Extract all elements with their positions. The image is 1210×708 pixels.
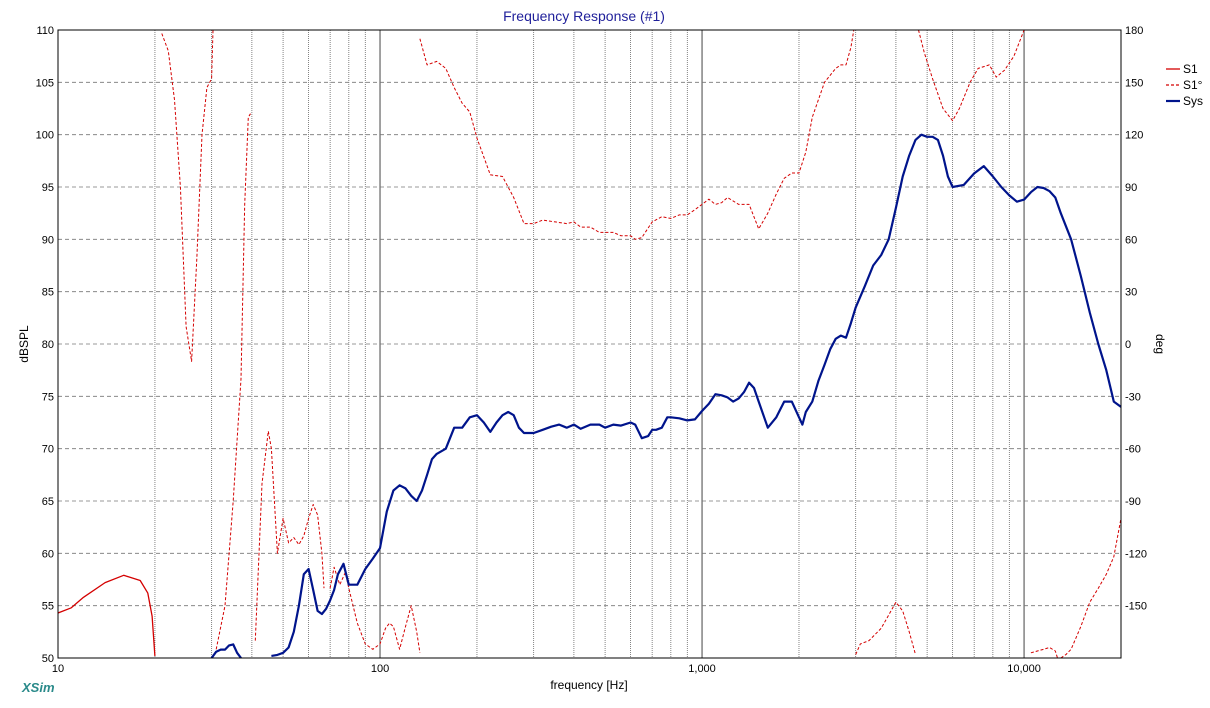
- series-s1-phase-line: [918, 30, 1025, 122]
- series-layer: [58, 30, 1121, 658]
- y2-tick-label: 150: [1125, 77, 1143, 89]
- series-s1-phase-line: [161, 30, 214, 362]
- series-sys-line: [271, 133, 1121, 657]
- y-tick-label: 70: [42, 444, 54, 456]
- y-tick-label: 80: [42, 339, 54, 351]
- y-gridlines: [58, 81, 1121, 607]
- legend: S1 S1° Sys: [1166, 62, 1203, 108]
- xsim-brand-logo: XSim: [21, 680, 55, 695]
- y2-tick-label: -120: [1125, 548, 1147, 560]
- y2-tick-label: 60: [1125, 234, 1137, 246]
- y2-tick-label: -60: [1125, 444, 1141, 456]
- x-axis-label: frequency [Hz]: [550, 678, 627, 692]
- y2-tick-label: 90: [1125, 182, 1137, 194]
- series-s1-line: [58, 574, 156, 656]
- series-s1-phase-line: [254, 430, 325, 641]
- y-axis-ticks-right: 180 150 120 90 60 30 0 -30 -60 -90 -120 -150: [1125, 25, 1147, 613]
- legend-label: S1°: [1183, 78, 1203, 92]
- y2-tick-label: 180: [1125, 25, 1143, 37]
- y-tick-label: 95: [42, 182, 54, 194]
- y2-tick-label: 30: [1125, 287, 1137, 299]
- series-s1-phase-line: [1030, 647, 1058, 658]
- x-tick-label: 100: [371, 663, 389, 675]
- y-tick-label: 75: [42, 391, 54, 403]
- y2-tick-label: -90: [1125, 496, 1141, 508]
- legend-label: Sys: [1183, 94, 1203, 108]
- series-sys-line: [210, 643, 242, 658]
- y-tick-label: 60: [42, 548, 54, 560]
- y-axis-ticks-left: 50 55 60 65 70 75 80 85 90 95 100 105 110: [36, 25, 54, 665]
- x-tick-label: 1,000: [688, 663, 716, 675]
- y-axis-label: dBSPL: [17, 325, 31, 363]
- y2-tick-label: -150: [1125, 601, 1147, 613]
- y2-axis-label: deg: [1153, 334, 1167, 354]
- y-tick-label: 55: [42, 601, 54, 613]
- chart-title: Frequency Response (#1): [503, 8, 665, 24]
- series-s1-phase-line: [329, 566, 421, 653]
- y-tick-label: 85: [42, 287, 54, 299]
- y2-tick-label: 120: [1125, 130, 1143, 142]
- y2-tick-label: 0: [1125, 339, 1131, 351]
- y-tick-label: 50: [42, 653, 54, 665]
- y-tick-label: 100: [36, 130, 54, 142]
- x-tick-label: 10: [52, 663, 64, 675]
- y-tick-label: 105: [36, 77, 54, 89]
- series-s1-phase-line: [419, 30, 855, 240]
- y-tick-label: 110: [36, 25, 54, 37]
- y-tick-label: 65: [42, 496, 54, 508]
- series-s1-phase-line: [855, 601, 916, 655]
- x-axis-ticks: 10 100 1,000 10,000: [52, 663, 1041, 675]
- y2-tick-label: -30: [1125, 391, 1141, 403]
- series-s1-phase-line: [215, 113, 251, 650]
- legend-label: S1: [1183, 62, 1198, 76]
- x-tick-label: 10,000: [1007, 663, 1041, 675]
- y-tick-label: 90: [42, 234, 54, 246]
